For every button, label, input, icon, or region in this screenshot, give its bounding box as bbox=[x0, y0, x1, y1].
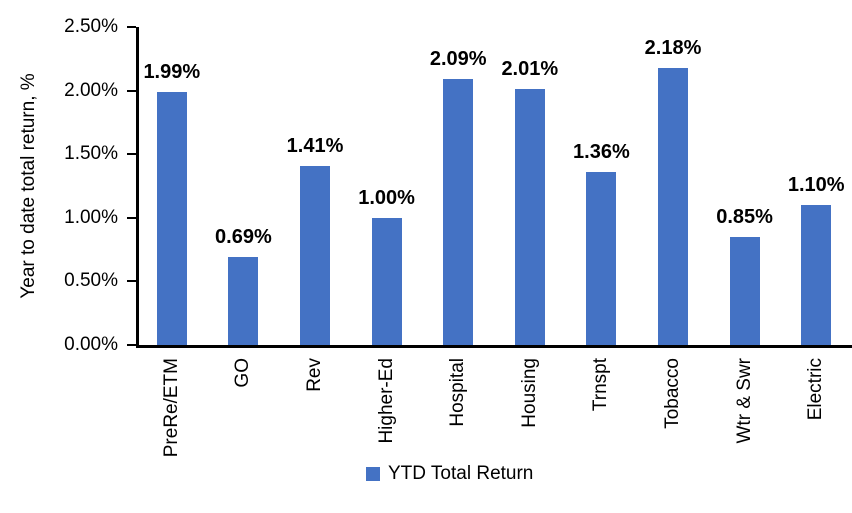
category-label: Trnspt bbox=[590, 358, 612, 412]
x-axis-line bbox=[136, 345, 852, 348]
bar bbox=[514, 89, 545, 345]
bar bbox=[443, 79, 474, 345]
bar-value-label: 0.85% bbox=[716, 205, 773, 228]
y-tick-mark bbox=[127, 280, 136, 283]
bar-value-label: 1.99% bbox=[143, 60, 201, 83]
bar bbox=[156, 91, 187, 345]
y-tick-label: 0.00% bbox=[64, 334, 118, 355]
y-tick-mark bbox=[127, 26, 136, 28]
category-label: Hospital bbox=[447, 358, 469, 427]
bar bbox=[586, 172, 617, 345]
y-tick-mark bbox=[127, 153, 136, 156]
y-tick-mark bbox=[127, 216, 136, 219]
bar-value-label: 2.09% bbox=[429, 48, 487, 71]
y-tick-label: 2.50% bbox=[64, 16, 118, 37]
y-tick-label: 1.50% bbox=[64, 143, 118, 165]
category-label: Electric bbox=[805, 358, 827, 421]
category-label: Tobacco bbox=[662, 358, 683, 429]
bar-value-label: 1.00% bbox=[358, 186, 415, 209]
y-tick-mark bbox=[127, 344, 136, 346]
category-label: PreRe/ETM bbox=[160, 358, 182, 458]
bar-value-label: 0.69% bbox=[215, 226, 272, 249]
category-label: GO bbox=[232, 358, 254, 388]
bar bbox=[729, 236, 760, 345]
y-axis-line bbox=[136, 27, 139, 347]
y-tick-label: 0.50% bbox=[64, 270, 118, 292]
bar-value-label: 1.10% bbox=[787, 174, 845, 197]
legend-label: YTD Total Return bbox=[388, 463, 534, 484]
bar bbox=[658, 67, 688, 345]
bar bbox=[300, 165, 330, 345]
bar-value-label: 2.18% bbox=[644, 36, 702, 59]
bar bbox=[801, 205, 832, 345]
category-label: Rev bbox=[304, 358, 325, 392]
y-tick-mark bbox=[127, 89, 136, 92]
category-label: Higher-Ed bbox=[375, 358, 397, 444]
category-label: Housing bbox=[518, 358, 540, 428]
legend: YTD Total Return bbox=[366, 464, 533, 484]
bar-value-label: 1.36% bbox=[573, 141, 630, 163]
category-label: Wtr & Swr bbox=[733, 358, 755, 444]
bar bbox=[228, 257, 259, 345]
bar-value-label: 1.41% bbox=[286, 134, 344, 157]
y-axis-title: Year to date total return, % bbox=[18, 73, 39, 299]
y-tick-label: 2.00% bbox=[64, 79, 118, 101]
bar-value-label: 2.01% bbox=[501, 58, 559, 81]
y-tick-label: 1.00% bbox=[64, 206, 118, 228]
legend-swatch-icon bbox=[366, 467, 380, 481]
bar bbox=[371, 217, 402, 345]
